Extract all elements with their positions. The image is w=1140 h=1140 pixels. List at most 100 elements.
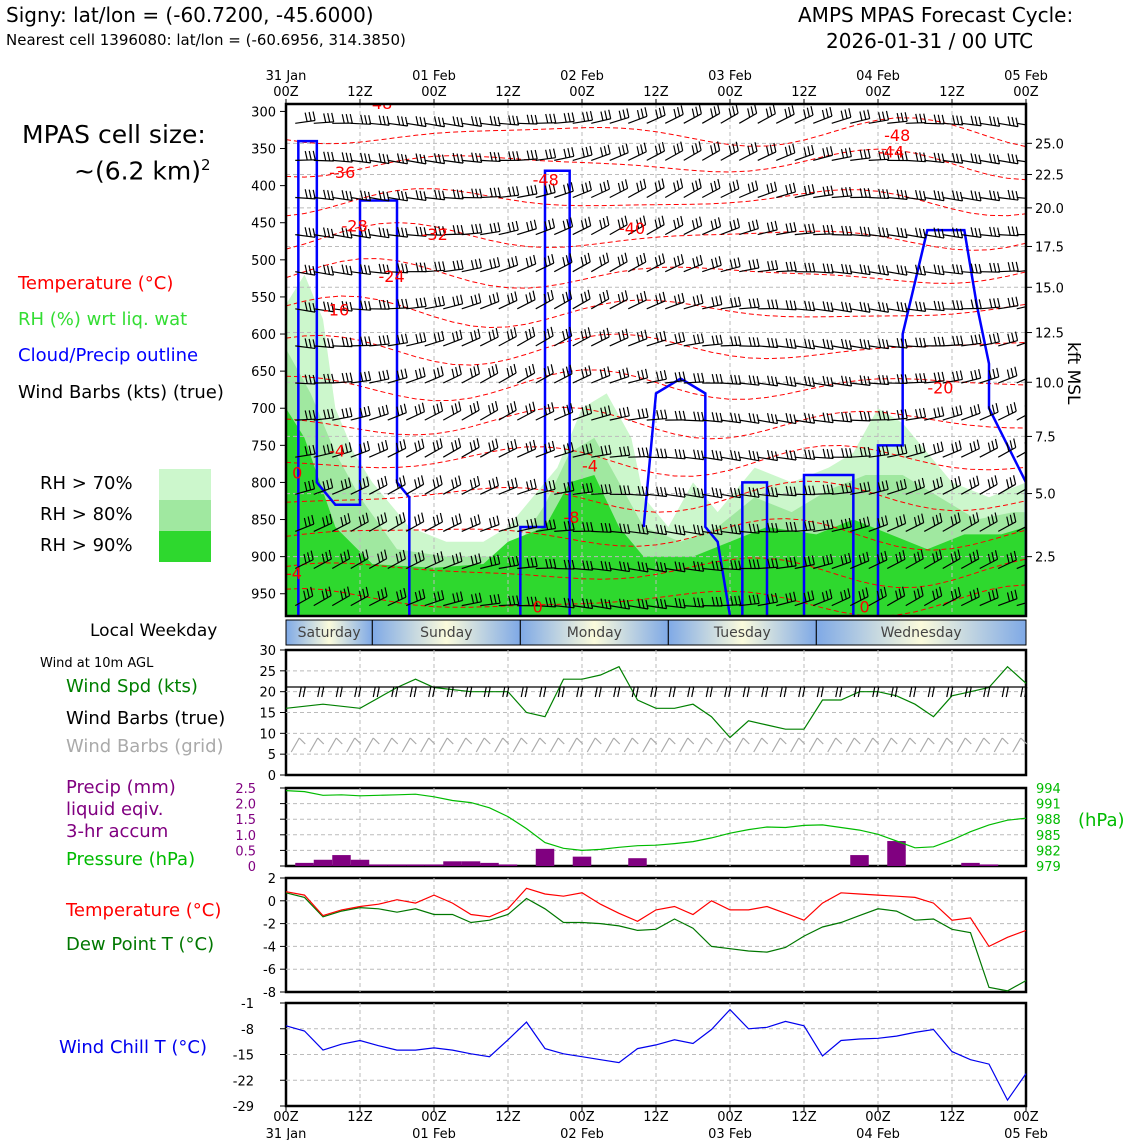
temperature-label: Temperature (°C) xyxy=(66,900,222,921)
xsec-wind-barb xyxy=(868,410,890,421)
barb-flag xyxy=(576,737,584,745)
barb-flag xyxy=(1031,190,1033,199)
barb-staff xyxy=(295,345,316,350)
weekday-name: Tuesday xyxy=(713,625,771,641)
barb-staff xyxy=(516,299,536,310)
barb-flag xyxy=(599,147,604,157)
xsec-wind-barb xyxy=(794,555,815,570)
barb-flag xyxy=(602,217,606,228)
barb-flag xyxy=(588,365,592,375)
barb-flag xyxy=(312,410,316,420)
barb-staff xyxy=(609,567,630,573)
barb-flag xyxy=(659,331,663,342)
barb-staff xyxy=(1016,342,1026,347)
barb-flag xyxy=(323,189,327,199)
barb-flag xyxy=(830,519,834,529)
barb-flag xyxy=(1006,554,1010,564)
barb-staff xyxy=(628,377,648,384)
barb-staff xyxy=(517,122,538,125)
barb-flag xyxy=(677,255,681,266)
barb-flag xyxy=(469,442,473,452)
barb-flag xyxy=(363,191,368,201)
barb-staff xyxy=(701,187,721,199)
barb-staff xyxy=(739,267,759,273)
xsec-wind-barb xyxy=(905,301,927,312)
barb-flag xyxy=(787,106,792,117)
barb-flag xyxy=(996,367,1000,377)
barb-flag xyxy=(973,589,977,599)
barb-staff xyxy=(424,374,444,384)
barb-flag xyxy=(477,514,481,524)
barb-flag xyxy=(676,143,680,153)
barb-flag xyxy=(859,188,863,198)
barb-flag xyxy=(360,114,364,125)
barb-staff xyxy=(887,234,908,239)
barb-flag xyxy=(310,586,314,596)
barb-flag xyxy=(395,442,400,453)
barb-flag xyxy=(987,686,991,698)
xsec-wind-barb xyxy=(942,476,962,495)
barb-staff xyxy=(590,188,610,199)
barb-staff xyxy=(665,456,686,460)
barb-flag xyxy=(626,367,630,377)
barb-flag xyxy=(890,686,894,698)
xsec-wind-barb xyxy=(923,549,943,570)
surface-barb-grid xyxy=(864,737,880,753)
barb-flag xyxy=(331,373,335,384)
barb-flag xyxy=(312,444,316,455)
barb-flag xyxy=(308,338,312,349)
kft-tick-label: 17.5 xyxy=(1035,240,1064,255)
barb-flag xyxy=(613,686,617,698)
barb-staff xyxy=(720,456,741,462)
pressure-tick-label: 400 xyxy=(251,180,276,195)
surface-barb-true xyxy=(433,686,454,698)
barb-flag xyxy=(404,154,409,164)
barb-flag xyxy=(711,524,715,534)
barb-staff xyxy=(868,559,888,570)
xsec-wind-barb xyxy=(813,554,834,570)
barb-flag xyxy=(331,151,335,162)
surface-barb-grid xyxy=(494,737,510,753)
barb-flag xyxy=(565,328,569,339)
barb-flag xyxy=(557,686,561,698)
barb-flag xyxy=(433,297,438,307)
barb-flag xyxy=(822,225,826,235)
barb-staff xyxy=(313,487,333,495)
barb-staff xyxy=(739,382,760,386)
xsec-wind-barb xyxy=(923,586,943,607)
xsec-wind-barb xyxy=(369,227,390,239)
barb-staff xyxy=(646,187,665,199)
barb-staff xyxy=(942,484,961,495)
surface-barb-true xyxy=(784,686,806,698)
xsec-wind-barb xyxy=(461,188,483,199)
barb-flag xyxy=(308,227,312,237)
barb-flag xyxy=(976,475,980,485)
barb-staff xyxy=(850,233,871,237)
barb-staff xyxy=(831,526,852,532)
xsec-wind-barb xyxy=(554,559,575,570)
barb-flag xyxy=(534,184,538,194)
legend-cloud-outline: Cloud/Precip outline xyxy=(18,345,199,366)
barb-flag xyxy=(403,439,407,449)
barb-flag xyxy=(488,442,492,452)
barb-staff xyxy=(850,490,871,495)
barb-flag xyxy=(714,218,718,229)
xsec-wind-barb xyxy=(590,215,610,236)
barb-flag xyxy=(751,182,755,192)
barb-staff xyxy=(331,558,350,570)
barb-flag xyxy=(327,113,331,123)
barb-staff xyxy=(535,372,554,384)
barb-flag xyxy=(641,408,645,418)
barb-flag xyxy=(803,185,808,196)
barb-flag xyxy=(507,258,511,268)
barb-flag xyxy=(534,596,538,606)
barb-staff xyxy=(905,196,926,201)
barb-flag xyxy=(699,255,703,265)
xsec-wind-barb xyxy=(794,184,815,199)
xsec-wind-barb xyxy=(665,524,686,536)
xsec-wind-barb xyxy=(924,441,944,458)
surface-barb-grid xyxy=(605,737,621,753)
surface-barb-grid xyxy=(734,737,750,753)
barb-flag xyxy=(621,254,625,264)
barb-flag xyxy=(896,445,900,455)
